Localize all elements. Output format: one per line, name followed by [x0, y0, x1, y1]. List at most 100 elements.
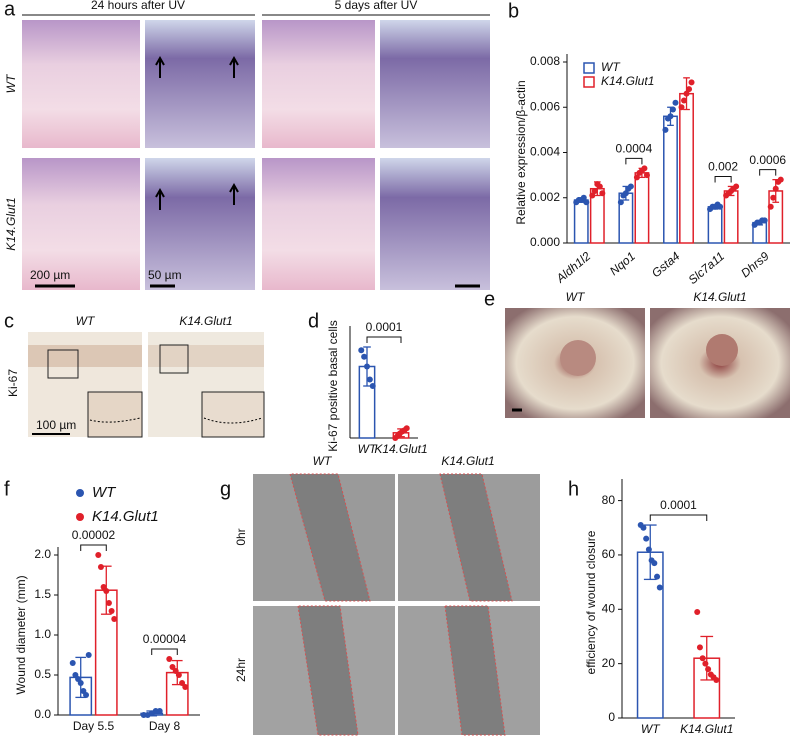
wound [706, 334, 738, 366]
y-axis-label: Wound diameter (mm) [14, 575, 28, 694]
wound [560, 340, 596, 376]
data-point [364, 363, 370, 370]
panel-letter: e [484, 288, 495, 310]
data-point [694, 609, 701, 616]
p-value: 0.00004 [143, 632, 187, 646]
data-point [678, 104, 685, 111]
legend-label: WT [92, 484, 117, 501]
inset [201, 391, 265, 438]
data-point [662, 126, 669, 133]
data-point [589, 192, 596, 199]
image [22, 158, 140, 290]
x-tick-label: K14.Glut1 [680, 722, 733, 736]
data-point [686, 86, 693, 93]
inset-box [47, 349, 79, 379]
row-label: 24hr [234, 658, 248, 682]
data-point [622, 190, 629, 197]
panel-letter: f [4, 478, 10, 500]
y-tick-label: 0.004 [530, 145, 560, 159]
data-point [172, 668, 179, 674]
column-label: WT [76, 314, 96, 328]
dotted-line [89, 417, 263, 424]
legend-label: K14.Glut1 [92, 508, 159, 525]
x-tick-label: Dhrs9 [738, 249, 772, 281]
column-label: K14.Glut1 [179, 314, 232, 328]
p-value: 0.002 [708, 160, 738, 174]
bracket [759, 169, 777, 176]
data-point [767, 203, 774, 210]
row-label: 0hr [234, 528, 248, 545]
data-point [361, 353, 368, 360]
image [380, 158, 490, 290]
image [145, 158, 255, 290]
image [22, 20, 140, 148]
data-point [111, 616, 118, 622]
data-point [599, 190, 606, 197]
data-point [583, 199, 590, 206]
bar [679, 92, 694, 244]
x-tick-label: WT [641, 722, 661, 736]
data-point [85, 652, 92, 658]
panel-letter: b [508, 0, 519, 22]
p-value: 0.00002 [72, 528, 116, 542]
x-tick-label: WT [358, 442, 378, 456]
data-point [656, 584, 663, 591]
data-point [654, 573, 661, 580]
header: 5 days after UV [335, 0, 418, 12]
bracket [366, 336, 402, 343]
data-point [77, 680, 84, 686]
data-point [166, 656, 173, 662]
data-point [633, 174, 640, 181]
p-value: 0.0001 [366, 320, 403, 334]
data-point [596, 183, 603, 190]
data-point [683, 90, 690, 97]
scale-label: 200 µm [30, 268, 70, 282]
y-tick-label: 60 [602, 547, 616, 561]
image [380, 20, 490, 148]
data-point [688, 79, 695, 86]
bar [663, 115, 678, 244]
data-point [667, 113, 674, 120]
data-point [717, 203, 724, 210]
scale-label: 50 µm [148, 268, 182, 282]
image [145, 20, 255, 148]
wound-photos [505, 308, 790, 418]
x-tick-label: K14.Glut1 [374, 442, 427, 456]
panel-letter: d [308, 310, 319, 332]
data-point [182, 684, 189, 690]
data-point [777, 176, 784, 183]
data-point [672, 99, 679, 106]
data-point [580, 194, 587, 201]
y-tick-label: 1.0 [34, 627, 51, 641]
column-label: K14.Glut1 [441, 454, 494, 468]
y-tick-label: 80 [602, 493, 616, 507]
legend-label: WT [601, 60, 621, 74]
legend-label: K14.Glut1 [601, 74, 654, 88]
data-point [705, 666, 712, 673]
bracket [625, 157, 643, 165]
legend-marker [583, 76, 595, 88]
y-tick-label: 0.000 [530, 235, 560, 249]
data-point [369, 383, 376, 389]
ihc-images [28, 332, 265, 438]
data-point [591, 187, 598, 194]
p-value: 0.0004 [616, 142, 653, 156]
p-value: 0.0006 [749, 153, 786, 167]
data-point [358, 347, 365, 354]
bracket [714, 175, 732, 183]
data-point [366, 376, 373, 383]
y-tick-label: 20 [602, 656, 616, 670]
inset-box [159, 344, 189, 374]
column-label: K14.Glut1 [693, 290, 746, 304]
x-tick-label: Day 8 [149, 719, 181, 733]
data-point [175, 672, 182, 678]
data-point [95, 552, 102, 558]
x-tick-label: Gsta4 [649, 249, 683, 281]
data-point [681, 97, 688, 104]
panel-letter: a [4, 0, 16, 20]
y-axis-label: Ki-67 positive basal cells [326, 320, 340, 451]
data-point [69, 660, 76, 666]
data-point [643, 172, 650, 179]
